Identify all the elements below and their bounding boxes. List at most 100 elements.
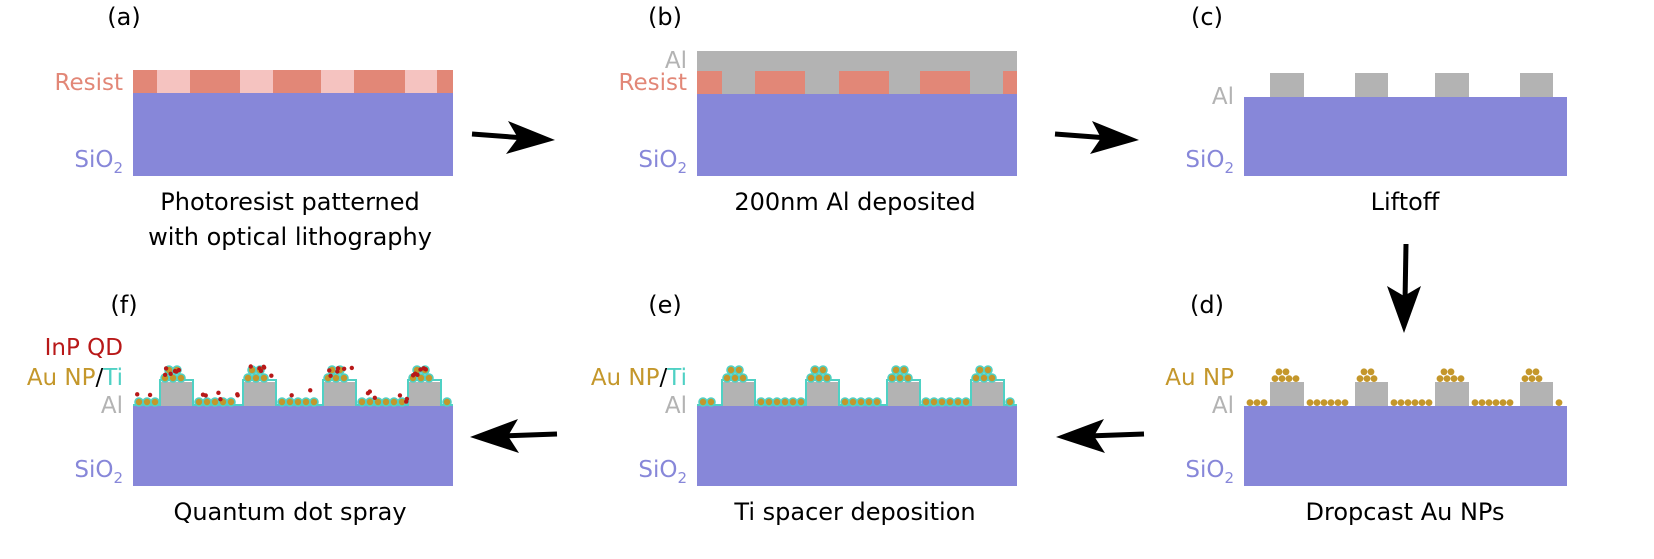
au-np: [1260, 399, 1268, 406]
ti-coated-au-np: [764, 397, 774, 407]
panel-a-letter: (a): [107, 3, 140, 31]
ti-coated-au-np: [921, 397, 931, 407]
au-np: [1443, 375, 1451, 382]
ti-coated-au-np: [929, 397, 939, 407]
inp-qd-label: InP QD: [45, 335, 123, 361]
au-np: [1367, 368, 1375, 376]
al-label: Al: [101, 393, 123, 419]
resist-blocks: [697, 71, 1017, 94]
inp-qd: [200, 392, 206, 397]
au-np: [1436, 375, 1444, 382]
au-np: [1450, 375, 1458, 382]
au-np: [1528, 375, 1536, 382]
au-np: [1478, 399, 1486, 406]
arrow-c-to-d: [1387, 243, 1421, 333]
au-np: [1360, 368, 1368, 376]
ti-coated-au-np: [738, 373, 748, 383]
inp-qd: [341, 366, 347, 372]
au-np: [1253, 399, 1261, 406]
resist-label: Resist: [55, 70, 123, 96]
panel-e-letter: (e): [648, 291, 682, 319]
panel-a-caption-line2: with optical lithography: [148, 223, 432, 251]
inp-qd: [218, 396, 223, 402]
ti-coated-au-np: [309, 397, 319, 407]
ti-coated-au-np: [979, 373, 989, 383]
ti-coated-au-np: [983, 365, 993, 375]
sio2-substrate: [697, 94, 1017, 176]
au-np: [1535, 375, 1543, 382]
sio2-label-main: SiO: [1185, 147, 1224, 173]
resist-block: [1003, 71, 1017, 94]
arrow-shaft: [1402, 243, 1409, 303]
au-np: [1282, 368, 1290, 376]
panel-a-caption-line1: Photoresist patterned: [160, 188, 419, 216]
ti-coated-au-np: [856, 397, 866, 407]
panel-d: (d) Au NP Al SiO2 Dropcast Au NPs: [1165, 291, 1567, 526]
ti-coated-au-np: [243, 373, 253, 383]
inp-qd: [147, 392, 153, 398]
ti-coated-au-np: [389, 397, 399, 407]
resist-exposed-region: [405, 70, 437, 93]
ti-coated-au-np: [442, 397, 452, 407]
au-np: [1485, 399, 1493, 406]
ti-coated-au-np: [895, 373, 905, 383]
au-np: [1341, 399, 1349, 406]
inp-qd: [372, 395, 378, 401]
al-label: Al: [665, 393, 687, 419]
au-ti-label: Au NP/Ti: [591, 365, 687, 391]
inp-qd: [135, 392, 140, 397]
ti-coated-au-np: [259, 373, 269, 383]
ti-coated-au-np: [772, 397, 782, 407]
resist-block: [755, 71, 805, 94]
au-np: [1499, 399, 1507, 406]
ti-coated-au-np: [381, 397, 391, 407]
resist-exposed-region: [321, 70, 354, 93]
ti-coated-au-np: [872, 397, 882, 407]
inp-qd: [168, 371, 173, 377]
ti-coated-au-np: [331, 373, 341, 383]
ti-coated-au-np: [734, 365, 744, 375]
ti-coated-au-np: [864, 397, 874, 407]
inp-qd: [404, 396, 410, 402]
ti-label: Ti: [102, 365, 123, 391]
sio2-substrate: [133, 93, 453, 176]
au-np: [1334, 399, 1342, 406]
panel-b-caption: 200nm Al deposited: [734, 188, 975, 216]
ti-coated-au-np: [945, 397, 955, 407]
ti-coated-au-np: [301, 397, 311, 407]
au-np: [1292, 375, 1300, 382]
ti-coated-au-np: [424, 373, 434, 383]
al-pad: [1270, 73, 1304, 97]
ti-coated-au-np: [210, 397, 220, 407]
sio2-label: SiO2: [74, 457, 123, 487]
panel-e: (e) Au NP/Ti Al SiO2 Ti spacer depositio…: [591, 291, 1017, 526]
au-np: [1356, 375, 1364, 382]
ti-coated-au-np: [887, 373, 897, 383]
inp-qd: [289, 393, 294, 398]
al-pad: [806, 382, 839, 406]
au-np-label: Au NP: [27, 365, 96, 391]
au-np: [1440, 368, 1448, 376]
au-np: [1506, 399, 1514, 406]
sio2-label-subscript: 2: [677, 469, 687, 487]
ti-coated-au-np: [971, 373, 981, 383]
al-pad: [1435, 73, 1469, 97]
sio2-substrate: [1244, 97, 1567, 176]
al-pad: [243, 382, 276, 406]
al-pad: [1355, 73, 1388, 97]
ti-coated-au-np: [293, 397, 303, 407]
au-np: [1425, 399, 1433, 406]
au-np: [1246, 399, 1254, 406]
slash-label: /: [660, 365, 668, 391]
inp-qd: [235, 392, 240, 397]
arrow-shaft: [1087, 431, 1145, 439]
ti-coated-au-np: [814, 373, 824, 383]
sio2-label-subscript: 2: [1224, 159, 1234, 177]
inp-qd: [308, 388, 313, 393]
ti-label: Ti: [666, 365, 687, 391]
au-np: [1363, 375, 1371, 382]
inp-quantum-dots: [135, 364, 428, 404]
ti-coated-au-np: [698, 397, 708, 407]
panel-e-caption: Ti spacer deposition: [733, 498, 975, 526]
